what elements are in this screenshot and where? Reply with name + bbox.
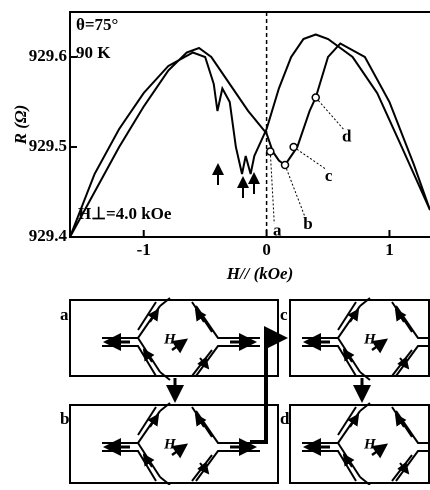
field-label: H [363,436,377,452]
leader-line [316,98,344,130]
field-label: H [163,331,177,347]
leader-line [270,152,274,224]
field-label: H [163,436,177,452]
y-tick-label: 929.6 [29,46,67,65]
state-point [312,94,319,101]
y-tick-label: 929.4 [29,226,68,245]
domain-pattern [102,298,260,380]
annotation: H⊥=4.0 kOe [78,204,172,223]
panel-label: b [60,409,69,428]
annotation: θ=75° [76,15,118,34]
state-point [282,162,289,169]
y-tick-label: 929.5 [29,136,67,155]
y-axis-label: R (Ω) [11,105,30,146]
diagram: a b c d H H H H [60,298,430,485]
chart: 929.4 929.5 929.6 -1 0 1 H// (kOe) R (Ω) θ=75° 90… [11,12,430,283]
x-tick-label: 1 [385,240,394,259]
figure: 929.4 929.5 929.6 -1 0 1 H// (kOe) R (Ω) θ=75° 90… [0,0,430,485]
state-point [290,144,297,151]
domain-pattern [102,403,260,485]
state-label: c [325,166,333,185]
field-label: H [363,331,377,347]
x-tick-label: 0 [262,240,271,259]
panel-label: a [60,305,69,324]
panel-label: c [280,305,288,324]
panel-label: d [280,409,290,428]
x-tick-label: -1 [137,240,151,259]
state-label: a [273,220,282,239]
state-point [267,148,274,155]
x-axis-label: H// (kOe) [226,264,294,283]
annotation: 90 K [76,43,111,62]
state-label: d [342,126,352,145]
state-label: b [303,214,312,233]
leader-line [285,165,305,217]
leader-line [294,147,326,169]
